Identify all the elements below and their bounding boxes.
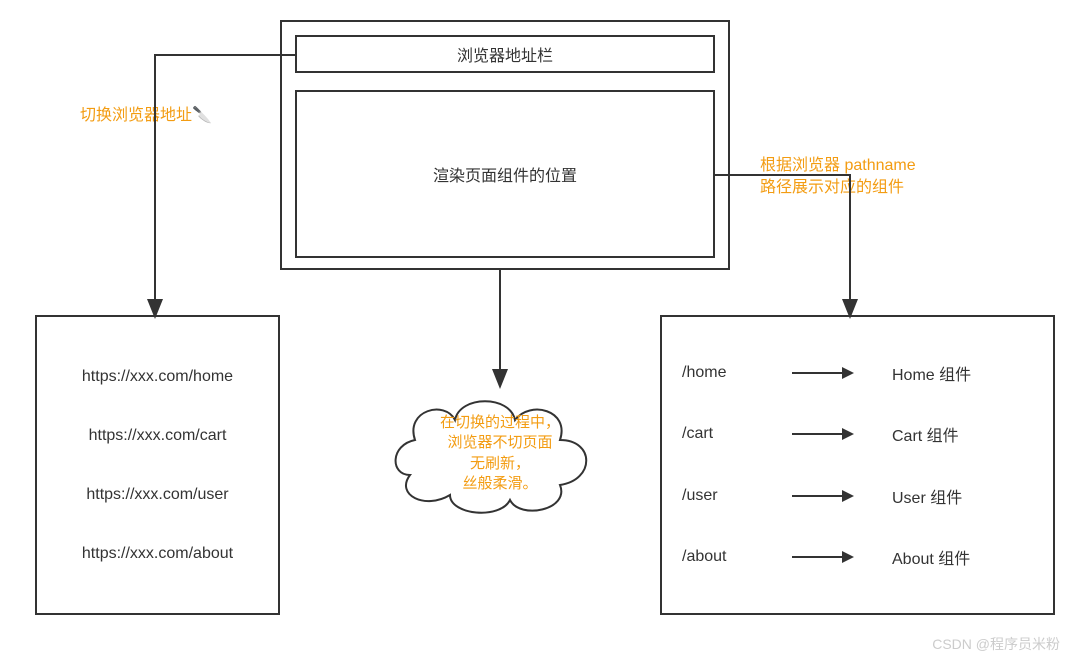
annotation-right-line2: 路径展示对应的组件 bbox=[760, 177, 916, 199]
annotation-left: 切换浏览器地址🔪 bbox=[80, 105, 212, 127]
url-item: https://xxx.com/user bbox=[37, 486, 278, 504]
cloud-line2: 浏览器不切页面 bbox=[405, 433, 595, 453]
address-bar-box: 浏览器地址栏 bbox=[295, 35, 715, 73]
annotation-right: 根据浏览器 pathname 路径展示对应的组件 bbox=[760, 155, 916, 200]
url-item: https://xxx.com/cart bbox=[37, 427, 278, 445]
cloud-annotation: 在切换的过程中， 浏览器不切页面 无刷新， 丝般柔滑。 bbox=[405, 413, 595, 494]
route-row: /about About 组件 bbox=[662, 545, 1053, 569]
route-path: /about bbox=[682, 548, 772, 566]
arrow-icon bbox=[792, 495, 852, 497]
urls-box: https://xxx.com/home https://xxx.com/car… bbox=[35, 315, 280, 615]
route-component: About 组件 bbox=[892, 545, 1033, 569]
url-item: https://xxx.com/about bbox=[37, 545, 278, 563]
route-row: /home Home 组件 bbox=[662, 361, 1053, 385]
route-path: /cart bbox=[682, 425, 772, 443]
connector-left bbox=[155, 55, 295, 315]
url-list: https://xxx.com/home https://xxx.com/car… bbox=[37, 317, 278, 613]
cloud-line3: 无刷新， bbox=[405, 454, 595, 474]
arrow-icon bbox=[792, 372, 852, 374]
routes-box: /home Home 组件 /cart Cart 组件 /user User 组… bbox=[660, 315, 1055, 615]
viewport-label: 渲染页面组件的位置 bbox=[433, 162, 577, 186]
arrow-icon bbox=[792, 556, 852, 558]
route-component: Cart 组件 bbox=[892, 422, 1033, 446]
route-row: /user User 组件 bbox=[662, 484, 1053, 508]
annotation-right-line1: 根据浏览器 pathname bbox=[760, 155, 916, 177]
cloud-line1: 在切换的过程中， bbox=[405, 413, 595, 433]
arrow-icon bbox=[792, 433, 852, 435]
route-component: User 组件 bbox=[892, 484, 1033, 508]
url-item: https://xxx.com/home bbox=[37, 368, 278, 386]
route-path: /user bbox=[682, 487, 772, 505]
watermark: CSDN @程序员米粉 bbox=[932, 634, 1060, 654]
route-path: /home bbox=[682, 364, 772, 382]
route-row: /cart Cart 组件 bbox=[662, 422, 1053, 446]
address-bar-label: 浏览器地址栏 bbox=[457, 42, 553, 66]
cloud-line4: 丝般柔滑。 bbox=[405, 474, 595, 494]
route-component: Home 组件 bbox=[892, 361, 1033, 385]
viewport-box: 渲染页面组件的位置 bbox=[295, 90, 715, 258]
